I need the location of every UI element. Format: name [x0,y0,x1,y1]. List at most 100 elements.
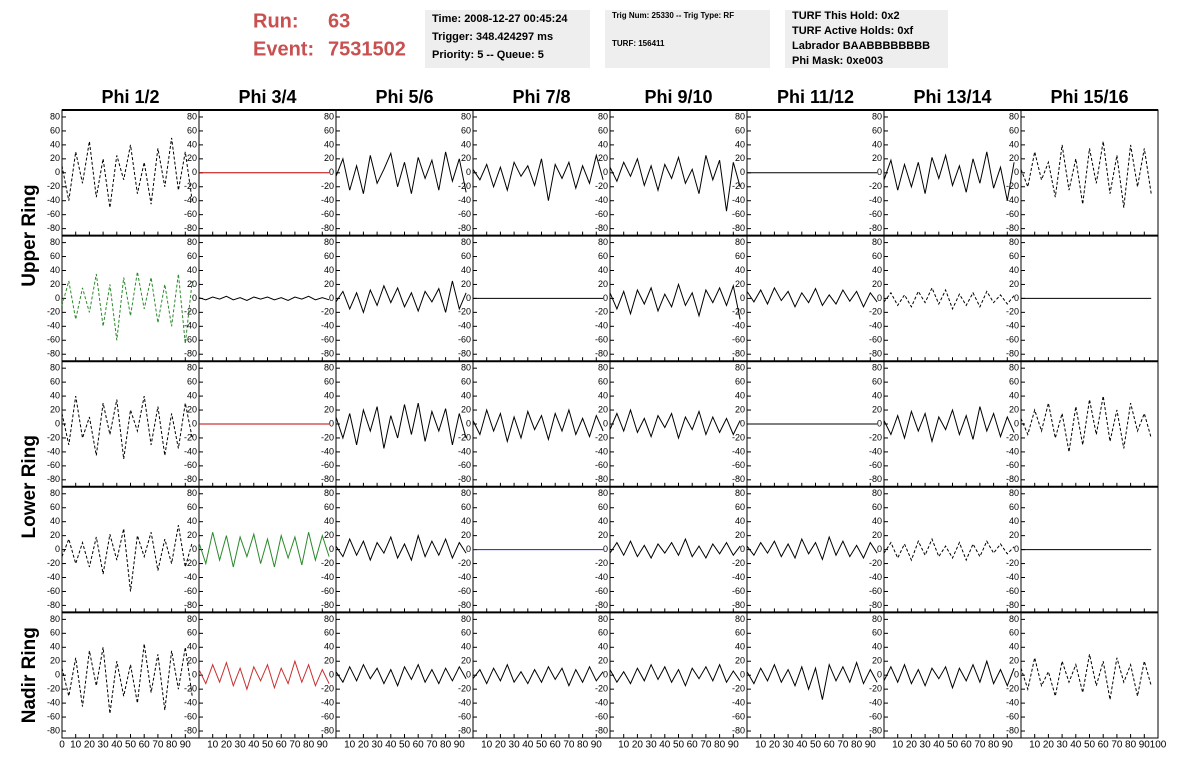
y-tick-label: -40 [458,321,471,331]
y-tick-label: -40 [732,446,745,456]
y-tick-label: -80 [184,600,197,610]
y-tick-label: -20 [595,558,608,568]
y-tick-label: -80 [47,725,60,735]
y-tick-label: 20 [50,530,60,540]
y-tick-label: -60 [458,460,471,470]
y-tick-label: -60 [47,460,60,470]
x-tick-label: 90 [1139,740,1151,751]
y-tick-label: -80 [184,349,197,359]
y-tick-label: 80 [187,363,197,373]
waveform [1020,654,1152,700]
column-title: Phi 3/4 [238,87,296,107]
y-tick-label: 80 [324,363,334,373]
x-tick-label: 90 [180,740,192,751]
x-tick-label: 40 [248,740,260,751]
waveform [746,661,878,700]
y-tick-label: 0 [1014,293,1019,303]
y-tick-label: 60 [872,502,882,512]
y-tick-label: 20 [187,530,197,540]
y-tick-label: -40 [1006,195,1019,205]
waveform [198,659,330,691]
y-tick-label: 60 [735,251,745,261]
x-tick-label: 90 [865,740,877,751]
event-label: Event: [253,38,314,60]
y-tick-label: 20 [1009,153,1019,163]
x-tick-label: 50 [810,740,822,751]
y-tick-label: -60 [1006,335,1019,345]
panel-frame [883,109,1022,237]
y-tick-label: 0 [1014,544,1019,554]
waveform [609,663,741,688]
x-tick-label: 30 [372,740,384,751]
x-tick-label: 30 [98,740,110,751]
panel-frame [883,360,1022,488]
x-tick-label: 20 [495,740,507,751]
y-tick-label: 0 [55,167,60,177]
y-tick-label: 20 [872,153,882,163]
y-tick-label: 40 [598,139,608,149]
y-tick-label: 60 [461,251,471,261]
y-tick-label: -20 [184,558,197,568]
x-tick-label: 40 [1070,740,1082,751]
y-tick-label: 20 [598,279,608,289]
y-tick-label: -20 [869,558,882,568]
column-title: Phi 13/14 [913,87,991,107]
row-title: Nadir Ring [19,627,40,723]
x-tick-label: 80 [988,740,1000,751]
y-tick-label: 20 [50,656,60,666]
panel-frame [883,235,1022,362]
info-text: Trig Num: 25330 -- Trig Type: RF [612,11,734,20]
y-tick-label: -80 [47,600,60,610]
y-tick-label: 40 [735,390,745,400]
y-tick-label: -40 [47,572,60,582]
y-tick-label: 40 [1009,642,1019,652]
y-tick-label: -80 [321,474,334,484]
x-tick-label: 60 [687,740,699,751]
y-tick-label: 40 [872,139,882,149]
x-tick-label: 50 [399,740,411,751]
waveform [746,286,878,308]
y-tick-label: 0 [877,544,882,554]
y-tick-label: 20 [1009,656,1019,666]
x-tick-label: 10 [70,740,82,751]
y-tick-label: 20 [872,656,882,666]
event-number: 7531502 [328,38,406,60]
y-tick-label: 20 [1009,279,1019,289]
y-tick-label: 60 [598,377,608,387]
y-tick-label: -60 [1006,711,1019,721]
x-tick-label: 20 [769,740,781,751]
y-tick-label: -20 [47,684,60,694]
x-tick-label: 20 [906,740,918,751]
y-tick-label: 60 [187,628,197,638]
panel-frame [198,611,337,739]
column-title: Phi 11/12 [777,87,854,107]
y-tick-label: 0 [740,670,745,680]
y-tick-label: -20 [321,558,334,568]
y-tick-label: -60 [869,586,882,596]
x-tick-label: 40 [933,740,945,751]
y-tick-label: -20 [869,181,882,191]
y-tick-label: -20 [1006,307,1019,317]
y-tick-label: 80 [735,614,745,624]
info-box [785,10,948,68]
y-tick-label: 80 [735,363,745,373]
run-label: Run: [253,10,299,32]
y-tick-label: 80 [598,237,608,247]
y-tick-label: 60 [461,377,471,387]
y-tick-label: -20 [321,181,334,191]
y-tick-label: 80 [324,111,334,121]
waveform [472,663,604,688]
x-tick-label: 60 [550,740,562,751]
y-tick-label: 20 [461,153,471,163]
y-tick-label: -60 [321,711,334,721]
y-tick-label: 40 [872,390,882,400]
y-tick-label: 80 [50,363,60,373]
y-tick-label: -20 [1006,432,1019,442]
y-tick-label: -20 [184,684,197,694]
x-tick-label: 50 [947,740,959,751]
y-tick-label: -80 [732,600,745,610]
panel-frame [883,611,1022,739]
y-tick-label: -20 [321,684,334,694]
y-tick-label: 80 [598,488,608,498]
y-tick-label: 20 [324,279,334,289]
